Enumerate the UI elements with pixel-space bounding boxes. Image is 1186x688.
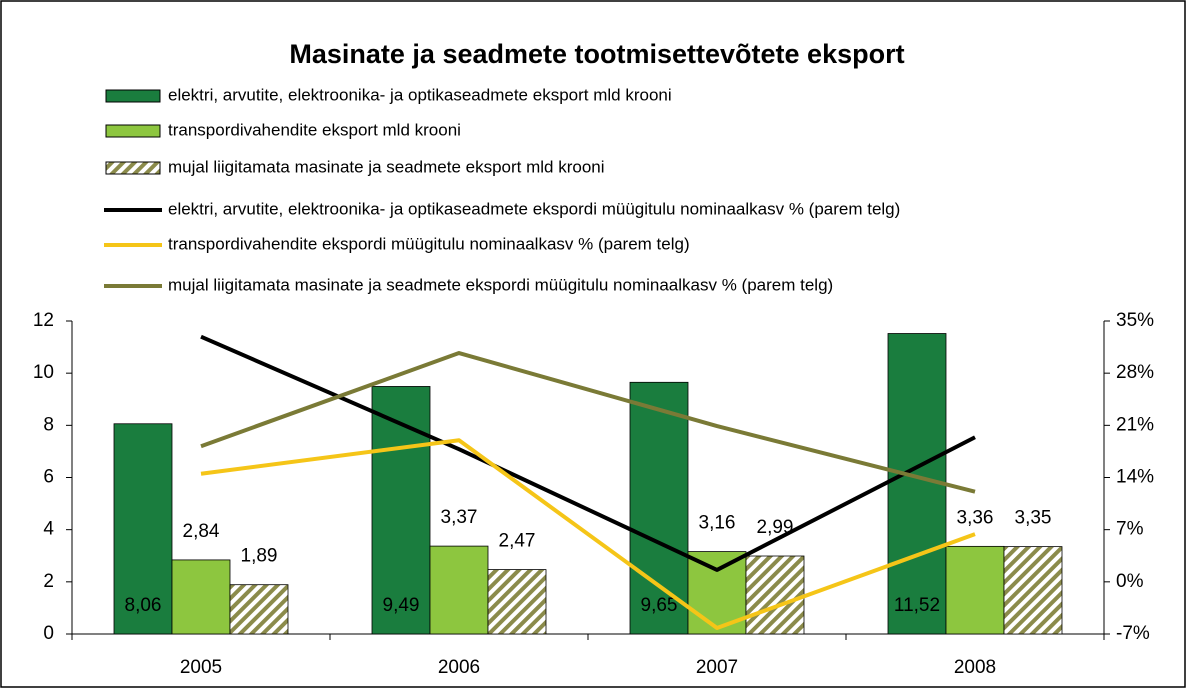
data-label: 9,49: [383, 595, 420, 616]
legend-swatch: [105, 161, 161, 175]
data-label: 3,37: [441, 507, 478, 528]
legend-label: transpordivahendite ekspordi müügitulu n…: [168, 234, 690, 253]
x-tick-label: 2008: [954, 657, 996, 678]
bar: [945, 545, 1005, 635]
bar: [1003, 546, 1063, 635]
x-tick-label: 2005: [180, 657, 222, 678]
y-tick-label: 10: [33, 362, 54, 383]
bar: [429, 545, 489, 635]
bar: [229, 584, 289, 635]
y2-tick-label: 21%: [1116, 414, 1154, 435]
x-tick-label: 2006: [438, 657, 480, 678]
x-tick-label: 2007: [696, 657, 738, 678]
legend-label: elektri, arvutite, elektroonika- ja opti…: [168, 199, 900, 218]
y-tick-label: 8: [43, 414, 54, 435]
bar: [371, 386, 431, 635]
y2-tick-label: 0%: [1116, 571, 1144, 592]
data-label: 8,06: [125, 595, 162, 616]
data-label: 3,16: [699, 513, 736, 534]
data-label: 11,52: [894, 595, 940, 616]
legend-swatch: [105, 89, 161, 103]
y-tick-label: 4: [43, 519, 54, 540]
data-label: 9,65: [641, 595, 678, 616]
y2-tick-label: 14%: [1116, 467, 1154, 488]
legend-label: mujal liigitamata masinate ja seadmete e…: [168, 157, 605, 176]
data-label: 2,47: [499, 531, 536, 552]
legend-label: elektri, arvutite, elektroonika- ja opti…: [168, 85, 672, 104]
data-label: 3,36: [957, 507, 994, 528]
bar: [171, 559, 231, 635]
data-label: 2,99: [757, 517, 794, 538]
y-tick-label: 6: [43, 467, 54, 488]
legend-label: transpordivahendite eksport mld krooni: [168, 120, 461, 139]
y2-tick-label: 28%: [1116, 362, 1154, 383]
line: [200, 334, 976, 572]
chart-title: Masinate ja seadmete tootmisettevõtete e…: [289, 39, 904, 69]
y2-tick-label: -7%: [1116, 623, 1150, 644]
bar: [487, 569, 547, 635]
y-tick-label: 2: [43, 571, 54, 592]
y-tick-label: 12: [33, 310, 54, 331]
y2-tick-label: 7%: [1116, 519, 1144, 540]
line: [200, 351, 976, 494]
y2-tick-label: 35%: [1116, 310, 1154, 331]
bar: [629, 381, 689, 635]
legend-swatch: [105, 124, 161, 138]
legend-label: mujal liigitamata masinate ja seadmete e…: [168, 275, 833, 294]
data-label: 3,35: [1015, 508, 1052, 529]
bar: [745, 555, 805, 635]
data-label: 1,89: [241, 546, 278, 567]
data-label: 2,84: [183, 521, 220, 542]
line: [200, 438, 976, 631]
bar: [113, 423, 173, 635]
y-tick-label: 0: [43, 623, 54, 644]
